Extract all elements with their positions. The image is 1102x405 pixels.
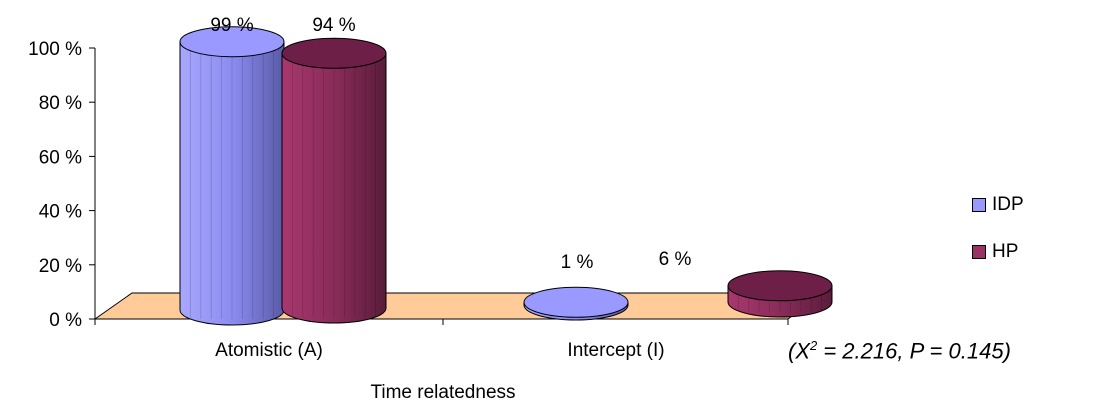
chi-square-annotation: (X2 = 2.216, P = 0.145) [788,338,1011,364]
data-label-hp: 6 % [659,249,692,270]
bar-idp-atomistic [179,26,285,326]
legend: IDP HP [972,193,1024,287]
bar-top [281,37,387,69]
data-label-idp: 99 % [210,15,253,36]
bar-hp-intercept [727,270,833,318]
legend-label-idp: IDP [992,194,1024,215]
x-tick-label: Atomistic (A) [215,340,323,361]
legend-item-idp: IDP [972,193,1024,217]
legend-label-hp: HP [992,241,1019,262]
bar-body [281,52,387,324]
x-axis-title: Time relatedness [370,382,515,403]
bar-idp-intercept [523,286,629,321]
data-label-idp: 1 % [561,252,594,273]
bar-top [727,270,833,302]
legend-swatch-idp [972,198,986,212]
x-tick-label: Intercept (I) [567,340,664,361]
legend-item-hp: HP [972,240,1024,264]
bar-top [523,286,629,318]
y-tick-label: 40 % [39,202,82,223]
bar-body [179,41,285,326]
data-label-hp: 94 % [312,15,355,36]
bar-hp-atomistic [281,37,387,324]
y-tick-label: 60 % [39,147,82,168]
y-tick-label: 0 % [49,310,82,331]
y-tick-label: 80 % [39,93,82,114]
y-tick-label: 100 % [28,39,82,60]
bar-top [179,26,285,58]
legend-swatch-hp [972,245,986,259]
y-tick-label: 20 % [39,256,82,277]
